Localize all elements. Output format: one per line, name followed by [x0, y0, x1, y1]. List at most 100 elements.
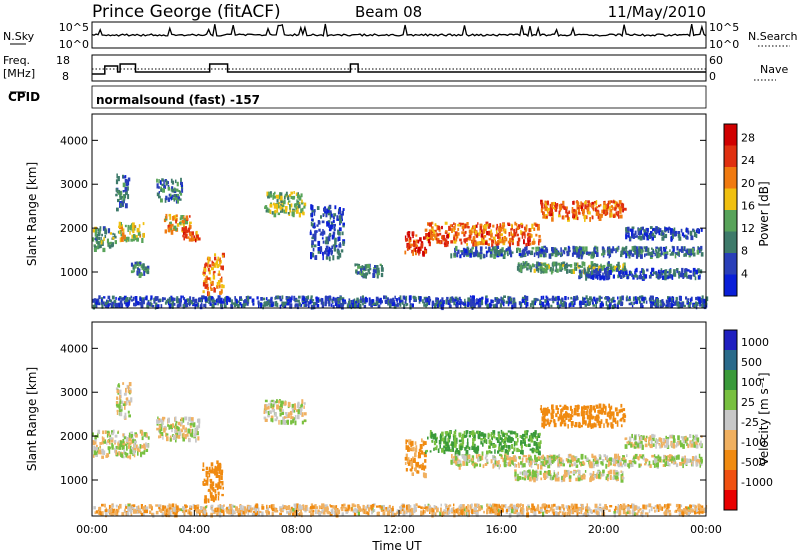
- heatmap-cell: [617, 453, 619, 458]
- heatmap-cell: [410, 458, 413, 463]
- heatmap-cell: [175, 423, 177, 426]
- heatmap-cell: [485, 454, 488, 458]
- heatmap-cell: [512, 431, 516, 435]
- heatmap-cell: [135, 235, 138, 239]
- heatmap-cell: [649, 299, 652, 304]
- heatmap-cell: [491, 239, 494, 243]
- heatmap-cell: [207, 296, 211, 301]
- heatmap-cell: [463, 233, 466, 237]
- heatmap-cell: [311, 209, 315, 213]
- heatmap-cell: [586, 207, 590, 213]
- heatmap-cell: [498, 433, 500, 439]
- heatmap-cell: [195, 237, 198, 241]
- heatmap-cell: [641, 250, 643, 255]
- heatmap-cell: [584, 303, 587, 307]
- heatmap-cell: [598, 403, 602, 409]
- heatmap-cell: [534, 454, 537, 460]
- heatmap-cell: [459, 444, 461, 448]
- heatmap-cell: [544, 457, 548, 463]
- heatmap-cell: [455, 245, 458, 251]
- heatmap-cell: [607, 263, 611, 267]
- heatmap-cell: [114, 240, 117, 245]
- heatmap-cell: [659, 304, 663, 308]
- heatmap-cell: [477, 436, 481, 440]
- heatmap-cell: [312, 301, 316, 306]
- heatmap-cell: [571, 301, 574, 306]
- heatmap-cell: [436, 300, 438, 305]
- heatmap-cell: [522, 231, 526, 236]
- heatmap-cell: [666, 251, 669, 255]
- heatmap-cell: [633, 245, 637, 251]
- heatmap-cell: [537, 267, 540, 273]
- heatmap-cell: [208, 301, 210, 305]
- heatmap-cell: [672, 234, 674, 239]
- heatmap-cell: [283, 420, 287, 425]
- heatmap-cell: [677, 233, 681, 238]
- heatmap-cell: [700, 458, 703, 464]
- heatmap-cell: [432, 231, 435, 237]
- heatmap-cell: [552, 211, 554, 217]
- heatmap-cell: [506, 437, 509, 443]
- heatmap-cell: [212, 497, 215, 503]
- heatmap-cell: [190, 299, 192, 304]
- heatmap-cell: [178, 431, 182, 436]
- heatmap-cell: [410, 243, 414, 247]
- heatmap-cell: [295, 206, 299, 210]
- heatmap-cell: [150, 303, 153, 307]
- heatmap-cell: [649, 274, 652, 277]
- heatmap-cell: [497, 431, 500, 434]
- heatmap-cell: [242, 303, 245, 308]
- heatmap-cell: [626, 454, 628, 458]
- heatmap-cell: [231, 302, 235, 305]
- heatmap-cell: [168, 186, 171, 191]
- heatmap-cell: [362, 303, 364, 306]
- heatmap-cell: [628, 302, 632, 306]
- heatmap-cell: [184, 434, 187, 440]
- heatmap-cell: [541, 246, 544, 250]
- heatmap-cell: [595, 206, 599, 209]
- heatmap-cell: [479, 251, 483, 255]
- heatmap-cell: [486, 303, 489, 308]
- heatmap-cell: [468, 446, 471, 451]
- heatmap-cell: [525, 304, 528, 309]
- heatmap-cell: [316, 304, 320, 308]
- heatmap-cell: [446, 296, 449, 302]
- heatmap-cell: [591, 202, 594, 205]
- heatmap-cell: [122, 382, 125, 385]
- heatmap-cell: [380, 299, 382, 305]
- heatmap-cell: [182, 295, 184, 298]
- heatmap-cell: [177, 303, 180, 308]
- heatmap-cell: [578, 211, 581, 215]
- heatmap-cell: [120, 190, 123, 195]
- heatmap-cell: [274, 418, 278, 422]
- heatmap-cell: [592, 415, 595, 419]
- heatmap-cell: [699, 274, 701, 277]
- heatmap-cell: [326, 253, 329, 257]
- heatmap-cell: [504, 443, 507, 448]
- heatmap-cell: [176, 181, 179, 187]
- heatmap-cell: [556, 301, 559, 305]
- heatmap-cell: [96, 444, 98, 447]
- heatmap-cell: [329, 232, 332, 237]
- heatmap-cell: [122, 182, 126, 188]
- heatmap-cell: [594, 201, 596, 204]
- heatmap-cell: [328, 298, 331, 301]
- heatmap-cell: [211, 280, 214, 286]
- heatmap-cell: [494, 449, 496, 454]
- heatmap-cell: [309, 231, 312, 236]
- heatmap-cell: [295, 299, 298, 302]
- heatmap-cell: [410, 462, 413, 467]
- heatmap-cell: [404, 250, 407, 255]
- heatmap-cell: [605, 300, 608, 306]
- heatmap-cell: [549, 266, 552, 272]
- heatmap-cell: [540, 202, 543, 206]
- heatmap-cell: [582, 419, 585, 425]
- heatmap-cell: [525, 224, 528, 229]
- heatmap-cell: [456, 299, 460, 303]
- heatmap-cell: [607, 268, 610, 273]
- heatmap-cell: [693, 304, 696, 308]
- heatmap-cell: [604, 297, 607, 300]
- heatmap-cell: [167, 417, 170, 423]
- heatmap-cell: [621, 295, 624, 301]
- heatmap-cell: [581, 207, 584, 212]
